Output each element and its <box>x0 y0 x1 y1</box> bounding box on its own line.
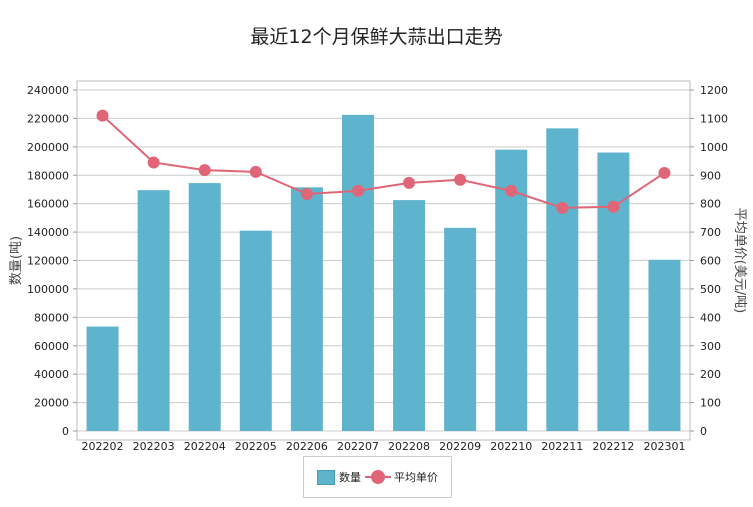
price-point <box>198 164 211 177</box>
y-tick-label: 160000 <box>27 198 69 211</box>
y2-tick-label: 700 <box>700 226 721 239</box>
bar <box>341 114 374 431</box>
y-tick-label: 40000 <box>34 368 69 381</box>
x-tick-label: 202202 <box>82 440 124 453</box>
bar <box>597 152 630 431</box>
chart-title: 最近12个月保鲜大蒜出口走势 <box>250 26 503 48</box>
x-tick-label: 202209 <box>439 440 481 453</box>
bar <box>239 230 272 431</box>
price-point <box>96 109 109 122</box>
y2-tick-label: 1200 <box>700 84 728 97</box>
y2-tick-label: 300 <box>700 340 721 353</box>
bar <box>393 200 426 431</box>
y-tick-label: 200000 <box>27 141 69 154</box>
legend-label: 平均单价 <box>394 471 438 484</box>
bar <box>290 187 323 431</box>
x-tick-label: 202205 <box>235 440 277 453</box>
x-tick-label: 202211 <box>541 440 583 453</box>
legend-item-quantity[interactable]: 数量 <box>317 469 361 485</box>
y2-tick-label: 100 <box>700 397 721 410</box>
y-tick-label: 0 <box>62 425 69 438</box>
price-point <box>403 176 416 189</box>
y-tick-label: 20000 <box>34 397 69 410</box>
x-tick-label: 202208 <box>388 440 430 453</box>
y-tick-label: 80000 <box>34 311 69 324</box>
price-point <box>249 165 262 178</box>
y-tick-label: 140000 <box>27 226 69 239</box>
legend: 数量 平均单价 <box>303 456 452 498</box>
x-tick-label: 202212 <box>592 440 634 453</box>
y2-tick-label: 0 <box>700 425 707 438</box>
y2-tick-label: 1000 <box>700 141 728 154</box>
x-tick-label: 202207 <box>337 440 379 453</box>
y2-tick-label: 500 <box>700 283 721 296</box>
price-point <box>607 200 620 213</box>
price-point <box>505 184 518 197</box>
bar <box>546 128 579 432</box>
legend-label: 数量 <box>339 471 361 484</box>
y-tick-label: 120000 <box>27 255 69 268</box>
y-tick-label: 100000 <box>27 283 69 296</box>
bar <box>188 183 221 431</box>
y2-tick-label: 800 <box>700 198 721 211</box>
x-tick-label: 202203 <box>133 440 175 453</box>
price-point <box>556 201 569 214</box>
y-tick-label: 180000 <box>27 169 69 182</box>
x-tick-label: 202210 <box>490 440 532 453</box>
y-axis-label: 数量(吨) <box>9 236 24 285</box>
price-point <box>454 173 467 186</box>
x-tick-label: 202204 <box>184 440 226 453</box>
bar <box>444 227 477 431</box>
bar <box>648 259 681 431</box>
bar <box>86 326 119 431</box>
y-tick-label: 60000 <box>34 340 69 353</box>
price-point <box>300 188 313 201</box>
y2-tick-label: 200 <box>700 368 721 381</box>
price-point <box>351 184 364 197</box>
y2-tick-label: 600 <box>700 255 721 268</box>
legend-swatch-line <box>365 470 391 484</box>
bar <box>137 190 170 431</box>
y2-tick-label: 1100 <box>700 112 728 125</box>
price-line <box>101 114 666 209</box>
y2-axis-label: 平均单价(美元/吨) <box>732 208 747 314</box>
y-tick-label: 240000 <box>27 84 69 97</box>
legend-item-price[interactable]: 平均单价 <box>365 469 438 485</box>
price-point <box>147 156 160 169</box>
legend-swatch-bar <box>317 469 335 485</box>
x-tick-label: 202301 <box>643 440 685 453</box>
x-tick-label: 202206 <box>286 440 328 453</box>
y2-tick-label: 900 <box>700 169 721 182</box>
y2-tick-label: 400 <box>700 311 721 324</box>
y-tick-label: 220000 <box>27 112 69 125</box>
price-point <box>658 166 671 179</box>
